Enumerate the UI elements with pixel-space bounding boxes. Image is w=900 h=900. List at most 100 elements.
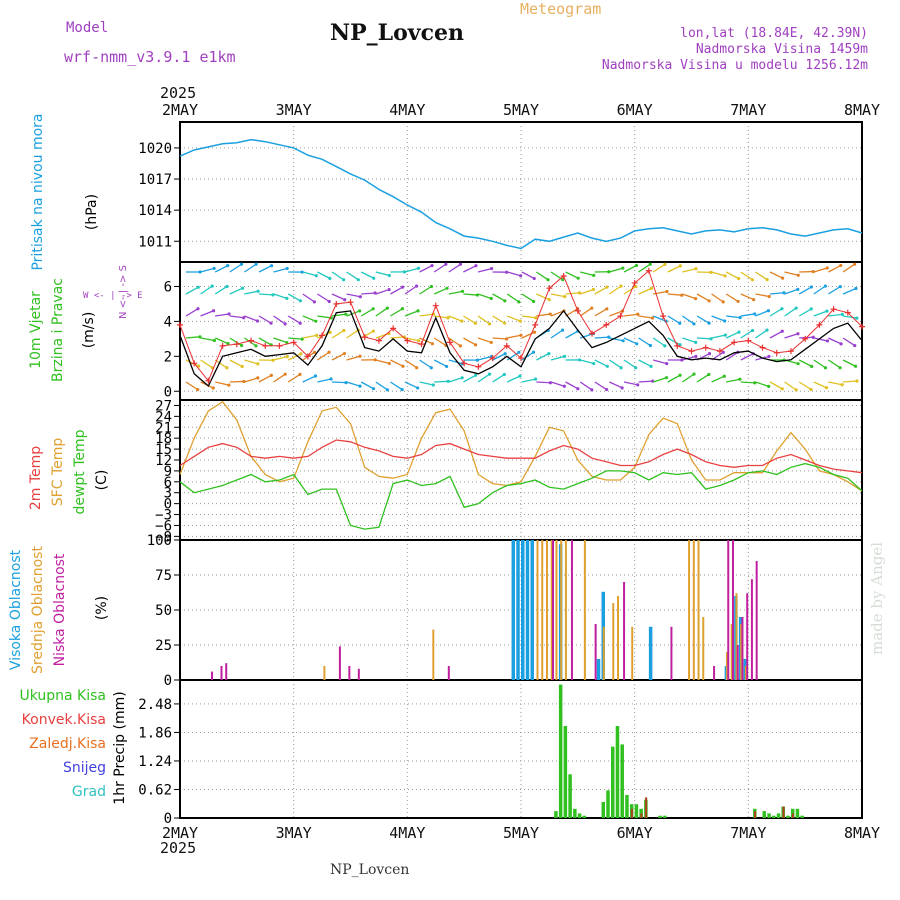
wind-arrow (696, 315, 710, 324)
wind-arrow-head (429, 284, 434, 289)
wind-arrow (302, 375, 316, 383)
precip-bar-total (606, 790, 610, 818)
wind-arrow (740, 271, 753, 281)
y-tick-label: 0 (164, 673, 172, 689)
x-tick-label-top: 2MAY (162, 101, 198, 119)
wind-arrow (302, 271, 317, 277)
cloud-bar-low (755, 561, 758, 680)
precip-bar-total (577, 813, 582, 818)
y-tick-label: −9 (155, 529, 172, 545)
cloud-bar-mid (564, 540, 567, 680)
wind-arrow-head (853, 364, 858, 368)
cloud-bar-low (357, 668, 360, 680)
wind-arrow-head (531, 350, 536, 354)
wind-arrow (842, 359, 856, 367)
wind-arrow-head (547, 352, 551, 356)
wind-arrow (433, 263, 447, 273)
wind-arrow-head (430, 342, 434, 346)
wind-arrow (755, 381, 769, 387)
wind-arrow-head (429, 366, 433, 370)
wind-arrow-head (738, 316, 742, 320)
wind-arrow (725, 351, 739, 361)
cloud-bar-high (648, 626, 653, 680)
wind-arrow (346, 381, 361, 387)
wind-arrow (229, 287, 243, 295)
wind-arrow (652, 337, 666, 347)
wind-arrow (726, 315, 741, 319)
wind-arrow-head (269, 321, 273, 325)
wind-arrow (390, 381, 403, 391)
wind-arrow-head (855, 379, 859, 383)
wind-gust-marker (532, 321, 539, 328)
wind-arrow (769, 271, 783, 279)
wind-arrow-head (562, 354, 567, 358)
wind-arrow (507, 334, 522, 339)
wind-arrow-head (240, 343, 244, 348)
year-bottom: 2025 (160, 839, 197, 857)
wind-arrow (623, 264, 637, 273)
wind-arrow-head (474, 373, 478, 377)
wind-arrow (740, 329, 753, 339)
wind-arrow (667, 374, 681, 383)
wind-arrow-head (780, 307, 784, 311)
temp-sfc-axis-label: SFC Temp (50, 438, 66, 507)
wind-arrow (755, 310, 769, 317)
wind-arrow (594, 359, 608, 367)
wind-arrow-head (533, 377, 538, 381)
y-tick-label: 3 (164, 486, 172, 502)
wind-arrow (842, 315, 857, 319)
wind-arrow (244, 359, 259, 365)
x-tick-label-top: 5MAY (503, 101, 539, 119)
cloud-bar-mid (323, 666, 326, 680)
wind-arrow-head (285, 355, 289, 359)
wind-arrow (652, 315, 667, 322)
temp-2m-axis-label: 2m Temp (28, 446, 44, 510)
cloud-bar-high (525, 540, 530, 680)
temp-2m-line (179, 439, 863, 474)
wind-arrow (200, 267, 215, 273)
wind-arrow-head (767, 354, 771, 359)
cloud-bar-high (530, 540, 534, 680)
wind-arrow (740, 313, 755, 317)
wind-arrow (798, 286, 812, 295)
wind-arrow-head (239, 262, 244, 266)
wind-arrow (536, 353, 550, 361)
wind-arrow (550, 355, 565, 361)
wind-arrow-head (358, 309, 362, 313)
y-tick-label: 1014 (138, 203, 172, 219)
wind-arrow-head (474, 264, 478, 268)
wind-arrow (579, 288, 594, 295)
wind-arrow-head (254, 344, 258, 348)
wind-arrow-head (313, 374, 318, 378)
wind-gust-marker (802, 335, 809, 342)
wind-gust-marker (262, 342, 269, 349)
wind-arrow (623, 381, 638, 386)
wind-arrow (477, 293, 492, 300)
wind-arrow-head (256, 362, 260, 366)
wind-arrow (273, 293, 288, 299)
wind-arrow (784, 288, 799, 295)
wind-arrow (419, 381, 434, 386)
wind-arrow-head (634, 263, 639, 268)
wind-arrow-head (312, 350, 317, 354)
wind-arrow (448, 337, 461, 347)
wind-arrow-head (619, 284, 623, 288)
wind-arrow-head (722, 374, 726, 378)
wind-arrow-head (692, 372, 696, 376)
wind-arrow-head (721, 300, 725, 304)
wind-arrow-head (401, 285, 405, 289)
wind-arrow (769, 308, 783, 317)
wind-arrow-head (794, 388, 798, 392)
cloud-bar-high (596, 659, 601, 680)
wind-arrow (390, 286, 403, 295)
cloud-bar-mid (560, 540, 563, 680)
wind-arrow (375, 271, 390, 277)
wind-arrow (550, 329, 563, 339)
precip-bar-total (795, 808, 800, 818)
wind-arrow (784, 333, 799, 339)
wind-arrow (229, 380, 244, 383)
y-tick-label: 1017 (138, 172, 172, 188)
wind-arrow (346, 271, 359, 281)
wind-arrow (419, 285, 432, 295)
wind-arrow (784, 381, 797, 391)
